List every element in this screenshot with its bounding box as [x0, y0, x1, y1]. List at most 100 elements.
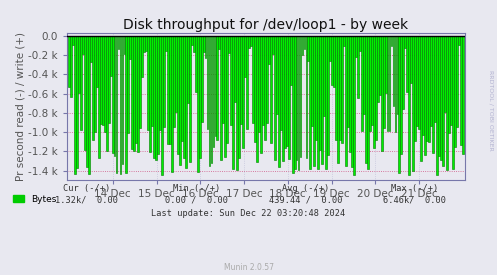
Bar: [361, 36, 363, 131]
Bar: [92, 36, 94, 140]
Bar: [272, 36, 274, 54]
Bar: [373, 36, 375, 148]
Bar: [355, 36, 357, 57]
Bar: [80, 36, 82, 130]
Bar: [74, 36, 76, 174]
Bar: [238, 36, 240, 158]
Bar: [248, 36, 250, 48]
Bar: [306, 36, 307, 158]
Bar: [68, 36, 70, 87]
Bar: [246, 36, 248, 129]
Bar: [116, 36, 117, 174]
Text: 0.00 /  0.00: 0.00 / 0.00: [165, 195, 228, 204]
Bar: [171, 36, 173, 172]
Bar: [242, 36, 244, 148]
Bar: [236, 36, 238, 170]
Bar: [139, 36, 141, 128]
Bar: [440, 36, 442, 160]
Bar: [250, 36, 252, 46]
Bar: [131, 36, 133, 149]
Bar: [203, 36, 205, 52]
Bar: [369, 36, 371, 131]
Bar: [397, 36, 399, 114]
Bar: [395, 36, 397, 132]
Bar: [143, 36, 145, 52]
Bar: [221, 36, 222, 160]
Text: Last update: Sun Dec 22 03:20:48 2024: Last update: Sun Dec 22 03:20:48 2024: [152, 209, 345, 218]
Bar: [159, 36, 161, 130]
Bar: [84, 36, 86, 150]
Bar: [155, 36, 157, 160]
Bar: [426, 36, 428, 141]
Bar: [381, 36, 383, 151]
Bar: [460, 36, 462, 145]
Bar: [94, 36, 96, 132]
Bar: [428, 36, 430, 142]
Bar: [114, 36, 115, 156]
Bar: [304, 36, 305, 49]
Bar: [302, 36, 304, 55]
Bar: [339, 36, 341, 139]
Text: Avg (-/+): Avg (-/+): [282, 184, 330, 193]
Bar: [450, 36, 452, 125]
Bar: [264, 36, 266, 140]
Bar: [256, 36, 258, 162]
Bar: [270, 36, 272, 143]
Bar: [223, 36, 224, 123]
Bar: [230, 36, 232, 125]
Text: Munin 2.0.57: Munin 2.0.57: [224, 263, 273, 272]
Bar: [260, 36, 262, 153]
Bar: [232, 36, 234, 169]
Bar: [161, 36, 163, 175]
Bar: [367, 36, 369, 169]
Bar: [98, 36, 100, 158]
Bar: [104, 36, 105, 132]
Bar: [326, 36, 327, 169]
Bar: [288, 36, 290, 160]
Bar: [141, 36, 143, 77]
Bar: [359, 36, 361, 51]
Bar: [324, 36, 325, 116]
Bar: [228, 36, 230, 53]
Bar: [446, 36, 448, 170]
Bar: [258, 36, 260, 132]
Bar: [327, 36, 329, 155]
Bar: [179, 36, 181, 165]
Bar: [72, 36, 74, 45]
Bar: [345, 36, 347, 166]
Bar: [153, 36, 155, 158]
Bar: [163, 36, 165, 127]
Bar: [454, 36, 456, 147]
Bar: [282, 36, 284, 161]
Bar: [383, 36, 385, 128]
Bar: [169, 36, 171, 144]
Bar: [294, 36, 296, 169]
Bar: [133, 36, 135, 151]
Bar: [165, 36, 167, 51]
Bar: [137, 36, 139, 152]
Text: Cur (-/+): Cur (-/+): [63, 184, 111, 193]
Bar: [434, 36, 436, 122]
Text: 6.46k/  0.00: 6.46k/ 0.00: [384, 195, 446, 204]
Bar: [100, 36, 102, 123]
Bar: [363, 36, 365, 114]
Bar: [391, 36, 393, 46]
Bar: [187, 36, 189, 103]
Text: 439.44 /  0.00: 439.44 / 0.00: [269, 195, 342, 204]
Bar: [387, 36, 389, 131]
Bar: [347, 36, 349, 127]
Bar: [185, 36, 187, 168]
Bar: [112, 36, 113, 153]
Bar: [88, 36, 90, 174]
Bar: [219, 36, 220, 49]
Bar: [106, 36, 107, 152]
Bar: [379, 36, 381, 95]
Bar: [110, 36, 111, 76]
Bar: [296, 36, 298, 160]
Bar: [416, 36, 418, 126]
Bar: [274, 36, 276, 160]
Bar: [129, 36, 131, 59]
Bar: [399, 36, 401, 173]
Bar: [432, 36, 434, 153]
Bar: [157, 36, 159, 154]
